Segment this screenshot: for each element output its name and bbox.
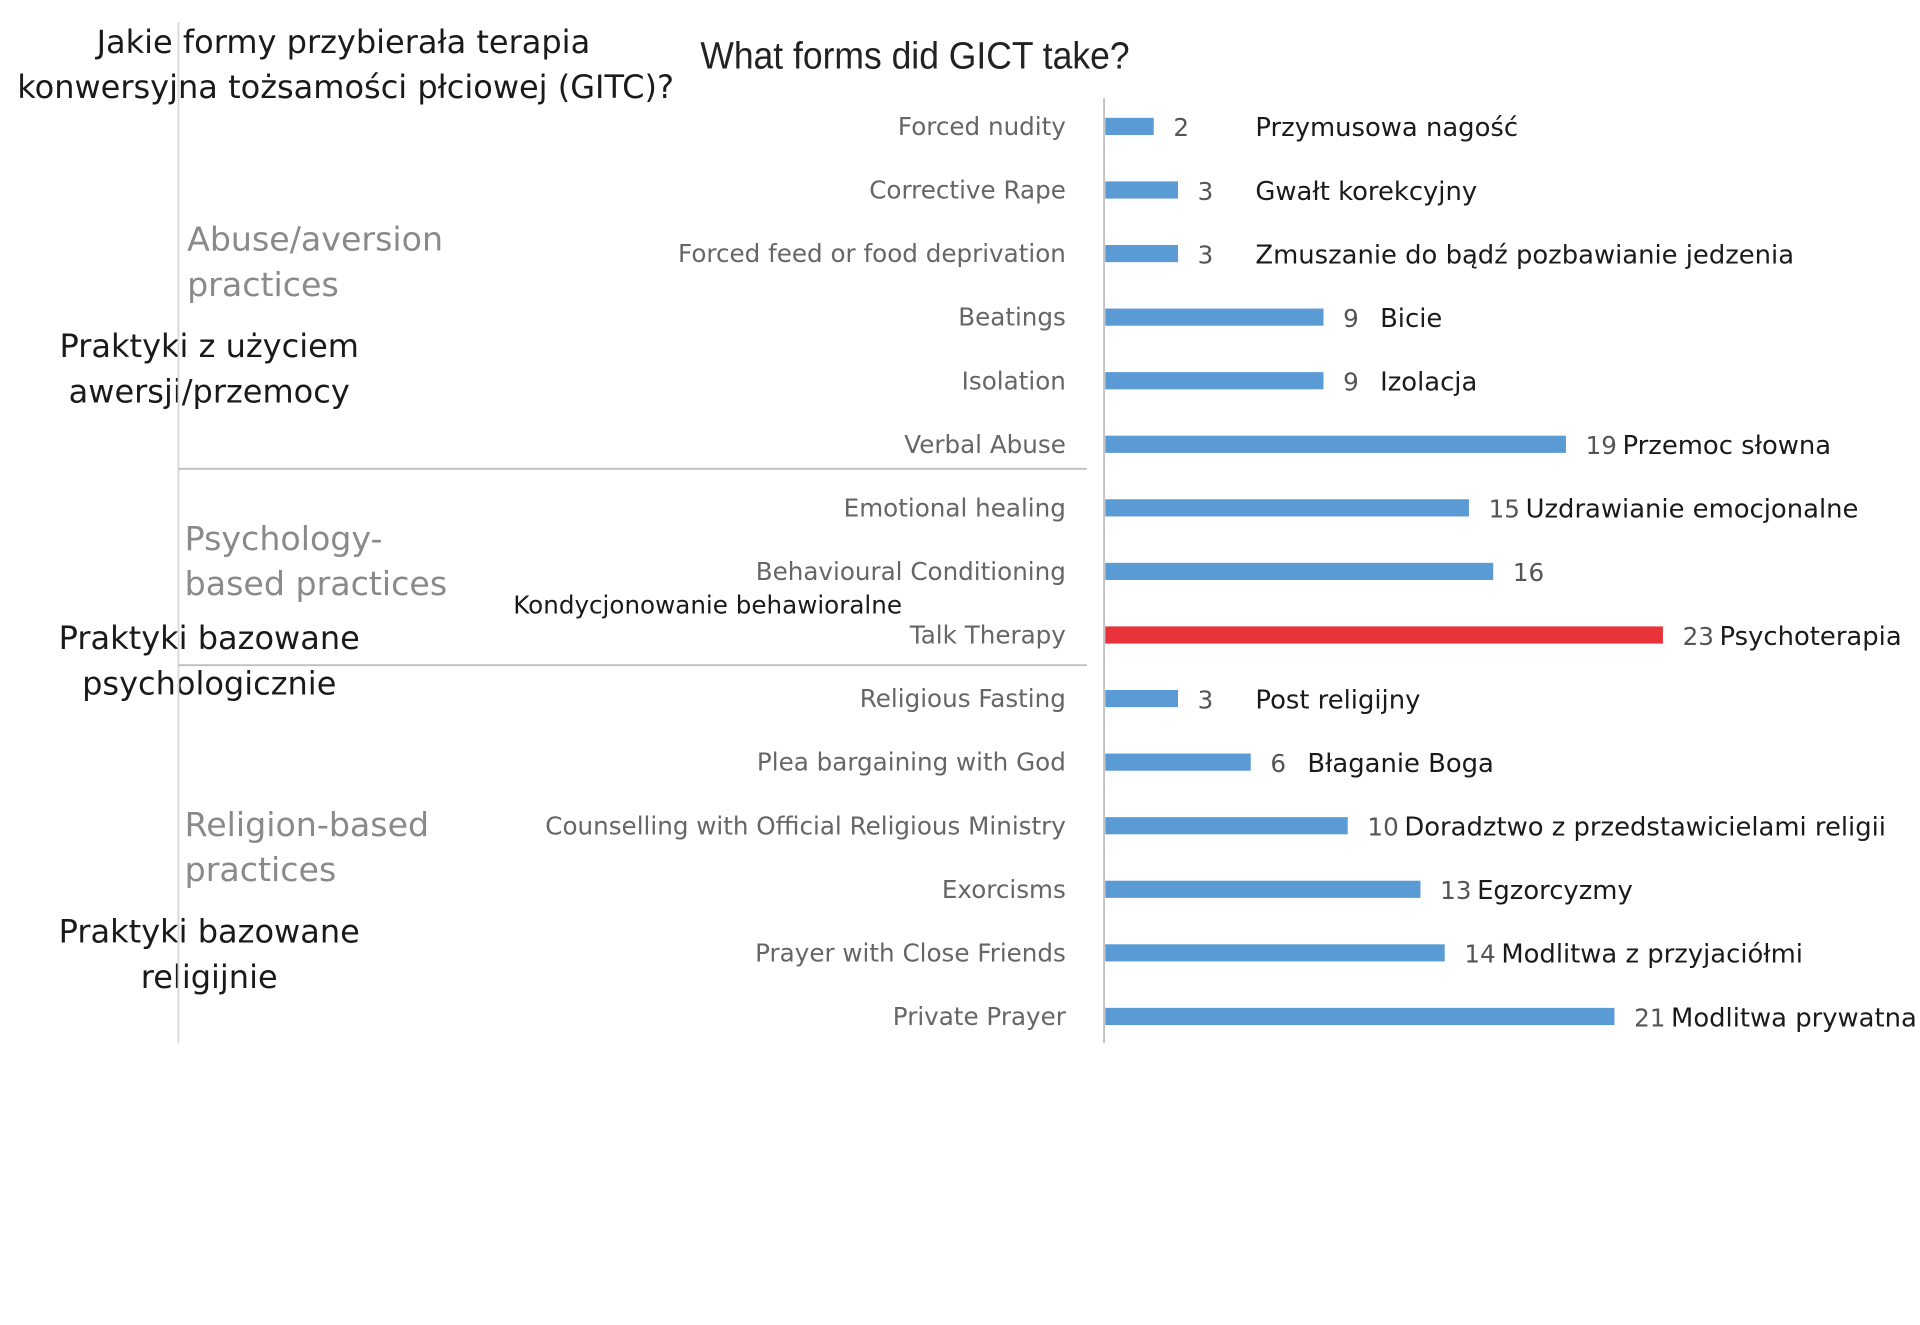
group-religion-en: Religion-based practices bbox=[185, 803, 430, 894]
translation-label-emotional-healing: Uzdrawianie emocjonalne bbox=[1526, 495, 1859, 525]
bar-chart: Forced nudity 2 Przymusowa nagość Correctiv… bbox=[177, 22, 1917, 1044]
group-abuse-en-line1: Abuse/aversion bbox=[187, 220, 444, 259]
category-label-beatings: Beatings bbox=[958, 303, 1066, 332]
bar-emotional-healing bbox=[1105, 499, 1469, 517]
group-psychology-en: Psychology- based practices bbox=[185, 517, 448, 608]
group-religion-en-line2: practices bbox=[184, 851, 337, 890]
bar-behavioural-conditioning bbox=[1105, 562, 1494, 581]
bar-verbal-abuse bbox=[1105, 435, 1566, 453]
group-psychology-en-line2: based practices bbox=[184, 565, 448, 604]
category-label-counselling-with-official-religious-ministry: Counselling with Official Religious Mini… bbox=[545, 811, 1066, 840]
category-label-verbal-abuse: Verbal Abuse bbox=[904, 430, 1066, 459]
value-label-plea-bargaining-with-god: 6 bbox=[1270, 749, 1286, 778]
value-label-isolation: 9 bbox=[1343, 368, 1359, 397]
category-label-private-prayer: Private Prayer bbox=[893, 1002, 1067, 1031]
value-label-counselling-with-official-religious-ministry: 10 bbox=[1367, 813, 1398, 842]
translation-label-exorcisms: Egzorcyzmy bbox=[1477, 876, 1633, 906]
value-label-exorcisms: 13 bbox=[1440, 876, 1471, 905]
bar-private-prayer bbox=[1105, 1007, 1615, 1026]
translation-label-religious-fasting: Post religijny bbox=[1255, 685, 1420, 715]
behavioural-conditioning-translation: Kondycjonowanie behawioralne bbox=[513, 590, 903, 620]
value-label-forced-feed-or-food-deprivation: 3 bbox=[1198, 240, 1214, 269]
value-label-emotional-healing: 15 bbox=[1489, 495, 1520, 524]
question-line-2: konwersyjna tożsamości płciowej (GITC)? bbox=[17, 69, 674, 107]
bar-talk-therapy bbox=[1105, 626, 1663, 644]
translation-label-private-prayer: Modlitwa prywatna bbox=[1671, 1003, 1917, 1033]
bar-forced-nudity bbox=[1105, 117, 1154, 136]
category-label-exorcisms: Exorcisms bbox=[942, 875, 1066, 904]
value-label-behavioural-conditioning: 16 bbox=[1513, 558, 1544, 587]
bar-beatings bbox=[1105, 308, 1324, 326]
translation-label-corrective-rape: Gwałt korekcyjny bbox=[1255, 177, 1477, 207]
group-psychology-pl-line2: psychologicznie bbox=[82, 666, 337, 704]
bar-exorcisms bbox=[1105, 880, 1421, 898]
translation-label-forced-feed-or-food-deprivation: Zmuszanie do bądź pozbawianie jedzenia bbox=[1255, 240, 1794, 270]
category-label-religious-fasting: Religious Fasting bbox=[860, 684, 1066, 713]
translation-label-plea-bargaining-with-god: Błaganie Boga bbox=[1307, 749, 1494, 779]
group-abuse-pl-line2: awersji/przemocy bbox=[68, 374, 350, 412]
group-psychology-pl: Praktyki bazowane psychologicznie bbox=[31, 617, 388, 708]
bar-religious-fasting bbox=[1105, 689, 1178, 708]
translation-label-verbal-abuse: Przemoc słowna bbox=[1623, 431, 1832, 461]
group-religion-pl: Praktyki bazowane religijnie bbox=[31, 911, 388, 1002]
value-label-prayer-with-close-friends: 14 bbox=[1464, 940, 1495, 969]
category-label-corrective-rape: Corrective Rape bbox=[869, 176, 1066, 205]
value-label-private-prayer: 21 bbox=[1634, 1003, 1665, 1032]
translation-label-counselling-with-official-religious-ministry: Doradztwo z przedstawicielami religii bbox=[1404, 813, 1886, 843]
category-label-emotional-healing: Emotional healing bbox=[844, 493, 1066, 522]
category-label-talk-therapy: Talk Therapy bbox=[909, 621, 1066, 650]
value-label-corrective-rape: 3 bbox=[1198, 177, 1214, 206]
value-label-talk-therapy: 23 bbox=[1683, 622, 1714, 651]
translation-label-prayer-with-close-friends: Modlitwa z przyjaciółmi bbox=[1501, 940, 1803, 970]
value-label-forced-nudity: 2 bbox=[1173, 113, 1189, 142]
category-label-prayer-with-close-friends: Prayer with Close Friends bbox=[755, 938, 1066, 967]
group-psychology-en-line1: Psychology- bbox=[184, 520, 383, 559]
group-psychology-pl-line1: Praktyki bazowane bbox=[58, 621, 360, 658]
chart-title: What forms did GICT take? bbox=[700, 34, 1130, 78]
value-label-verbal-abuse: 19 bbox=[1586, 431, 1617, 460]
translation-label-beatings: Bicie bbox=[1380, 304, 1442, 334]
translation-label-forced-nudity: Przymusowa nagość bbox=[1255, 113, 1518, 143]
value-label-beatings: 9 bbox=[1343, 304, 1359, 333]
group-religion-en-line1: Religion-based bbox=[184, 806, 430, 845]
category-label-behavioural-conditioning: Behavioural Conditioning bbox=[756, 557, 1066, 586]
bar-counselling-with-official-religious-ministry bbox=[1105, 817, 1348, 835]
group-abuse-pl: Praktyki z użyciem awersji/przemocy bbox=[31, 325, 388, 416]
category-label-forced-feed-or-food-deprivation: Forced feed or food deprivation bbox=[678, 239, 1066, 268]
bar-corrective-rape bbox=[1105, 181, 1178, 199]
bar-plea-bargaining-with-god bbox=[1105, 753, 1251, 771]
value-label-religious-fasting: 3 bbox=[1198, 685, 1214, 714]
bar-isolation bbox=[1105, 372, 1324, 390]
translation-label-isolation: Izolacja bbox=[1380, 368, 1477, 398]
category-label-plea-bargaining-with-god: Plea bargaining with God bbox=[757, 748, 1066, 777]
bar-prayer-with-close-friends bbox=[1105, 944, 1445, 962]
group-religion-pl-line1: Praktyki bazowane bbox=[58, 914, 360, 952]
group-abuse-pl-line1: Praktyki z użyciem bbox=[59, 328, 359, 366]
category-label-isolation: Isolation bbox=[962, 366, 1066, 395]
category-label-forced-nudity: Forced nudity bbox=[898, 112, 1066, 141]
group-abuse-en-line2: practices bbox=[187, 266, 339, 305]
group-abuse-en: Abuse/aversion practices bbox=[187, 217, 443, 308]
bar-forced-feed-or-food-deprivation bbox=[1105, 244, 1178, 263]
group-religion-pl-line2: religijnie bbox=[140, 959, 278, 997]
translation-label-talk-therapy: Psychoterapia bbox=[1720, 622, 1902, 652]
